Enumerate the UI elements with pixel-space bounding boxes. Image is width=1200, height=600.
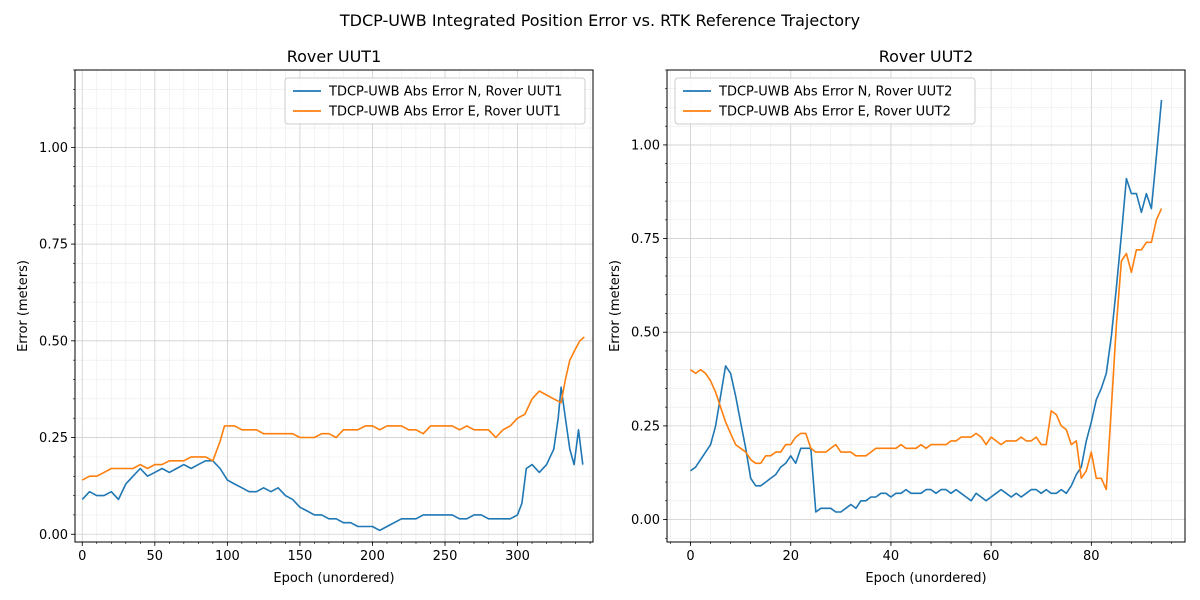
y-tick-label: 1.00 [631, 138, 660, 153]
x-tick-label: 300 [505, 549, 530, 564]
subplot-title: Rover UUT2 [879, 47, 974, 66]
axes-frame [666, 69, 1186, 543]
series-line-north [690, 99, 1163, 513]
legend-box [284, 77, 586, 125]
y-tick-label: 0.00 [39, 528, 68, 543]
y-tick-label: 0.75 [631, 232, 660, 247]
subplot-rover-uut2: Rover UUT2 0 20 40 60 80 0.00 0.25 0.50 0.75 1.00… [608, 47, 1186, 586]
x-tick-label: 150 [287, 549, 312, 564]
x-tick-label: 60 [983, 549, 1000, 564]
series-line-north [81, 386, 584, 532]
x-tick-label: 50 [147, 549, 164, 564]
legend-label: TDCP-UWB Abs Error N, Rover UUT1 [328, 85, 562, 100]
grid [667, 69, 1185, 542]
y-tick-label: 0.25 [631, 419, 660, 434]
x-tick-label: 0 [78, 549, 86, 564]
legend-label: TDCP-UWB Abs Error N, Rover UUT2 [718, 85, 952, 100]
series-line-east [81, 336, 585, 481]
ticks: 0 50 100 150 200 250 300 0.00 0.25 0.50 0.75 1.00 [39, 69, 591, 564]
y-tick-label: 0.00 [631, 513, 660, 528]
x-tick-label: 0 [686, 549, 694, 564]
y-tick-label: 0.75 [39, 238, 68, 253]
subplot-title: Rover UUT1 [287, 47, 382, 66]
figure-suptitle: TDCP-UWB Integrated Position Error vs. R… [339, 11, 860, 30]
y-tick-label: 0.50 [631, 326, 660, 341]
x-axis-label: Epoch (unordered) [273, 571, 394, 586]
x-tick-label: 200 [360, 549, 385, 564]
legend: TDCP-UWB Abs Error N, Rover UUT1 TDCP-UWB… [284, 77, 586, 125]
y-tick-label: 0.25 [39, 431, 68, 446]
y-tick-label: 1.00 [39, 141, 68, 156]
x-tick-label: 250 [433, 549, 458, 564]
axes-frame [74, 69, 594, 543]
y-tick-label: 0.50 [39, 334, 68, 349]
x-axis-label: Epoch (unordered) [865, 571, 986, 586]
subplot-rover-uut1: Rover UUT1 0 50 100 150 200 250 300 0.00 0.25 0.5… [16, 47, 594, 586]
legend-box [674, 77, 976, 125]
legend-label: TDCP-UWB Abs Error E, Rover UUT1 [328, 105, 561, 120]
series-group [690, 99, 1163, 513]
x-tick-label: 100 [215, 549, 240, 564]
ticks: 0 20 40 60 80 0.00 0.25 0.50 0.75 1.00 [631, 69, 1172, 564]
y-axis-label: Error (meters) [608, 260, 623, 352]
x-tick-label: 20 [782, 549, 799, 564]
series-line-east [690, 208, 1163, 491]
series-group [81, 336, 585, 532]
y-axis-label: Error (meters) [16, 260, 31, 352]
x-tick-label: 80 [1083, 549, 1100, 564]
legend: TDCP-UWB Abs Error N, Rover UUT2 TDCP-UWB… [674, 77, 976, 125]
x-tick-label: 40 [883, 549, 900, 564]
legend-label: TDCP-UWB Abs Error E, Rover UUT2 [718, 105, 951, 120]
